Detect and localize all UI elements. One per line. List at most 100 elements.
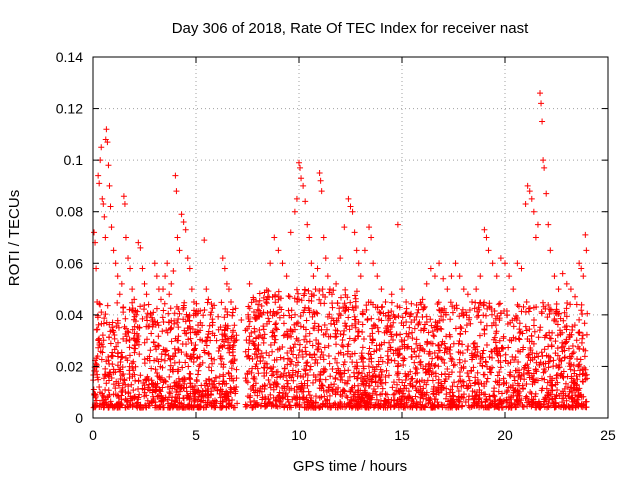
data-point [243,377,250,384]
data-point [95,336,102,343]
data-point [349,304,356,311]
data-point [443,385,450,392]
data-point [487,365,494,372]
data-point [408,319,415,326]
data-point [369,339,376,346]
data-point [569,343,576,350]
y-axis-title: ROTI / TECUs [6,190,23,286]
data-point [340,387,347,394]
data-point [465,382,472,389]
data-point [403,395,410,402]
data-point [285,369,292,376]
data-point [98,309,105,316]
data-point [211,356,218,363]
data-point [382,374,389,381]
data-point [218,361,225,368]
data-point [453,305,460,312]
data-point [95,344,102,351]
data-point [166,389,173,396]
y-tick-label: 0.08 [56,204,83,220]
data-point [429,328,436,335]
data-point [526,326,533,333]
data-point [115,382,122,389]
data-point [202,338,209,345]
data-point [480,302,487,309]
data-point [285,307,292,314]
data-point [436,307,443,314]
data-point [506,273,513,280]
data-point [120,193,127,200]
data-point [176,247,183,254]
data-point [549,395,556,402]
data-point [567,384,574,391]
data-point [227,389,234,396]
data-point [432,370,439,377]
data-point [413,353,420,360]
data-point [307,366,314,373]
data-point [398,336,405,343]
data-point [441,360,448,367]
data-point [351,382,358,389]
data-point [332,355,339,362]
data-point [293,320,300,327]
data-point [472,374,479,381]
data-point [394,381,401,388]
data-point [459,350,466,357]
data-point [412,385,419,392]
data-point [267,260,274,267]
data-point [352,298,359,305]
data-point [291,321,298,328]
data-point [492,378,499,385]
data-point [547,354,554,361]
data-point [384,404,391,411]
data-point [438,371,445,378]
data-point [455,387,462,394]
data-point [502,351,509,358]
data-point [349,208,356,215]
data-point [566,353,573,360]
data-point [174,319,181,326]
x-tick-label: 25 [600,427,616,443]
data-point [230,360,237,367]
data-point [405,388,412,395]
data-point [581,320,588,327]
data-point [520,365,527,372]
data-point [569,398,576,405]
data-point [218,404,225,411]
data-point [312,286,319,293]
data-point [242,327,249,334]
data-point [315,345,322,352]
data-point [547,335,554,342]
data-point [370,322,377,329]
data-point [529,402,536,409]
data-point [307,363,314,370]
data-point [532,366,539,373]
data-point [283,377,290,384]
data-point [418,389,425,396]
data-point [576,392,583,399]
data-point [462,328,469,335]
data-point [246,280,253,287]
data-point [503,389,510,396]
data-point [256,290,263,297]
data-point [208,388,215,395]
data-point [107,328,114,335]
data-point [317,354,324,361]
data-point [137,244,144,251]
data-point [575,401,582,408]
data-point [291,295,298,302]
data-point [270,371,277,378]
data-point [134,399,141,406]
data-point [217,353,224,360]
data-point [321,321,328,328]
data-point [390,391,397,398]
data-point [231,404,238,411]
data-point [328,320,335,327]
data-point [530,317,537,324]
data-point [566,360,573,367]
data-point [408,300,415,307]
data-point [322,376,329,383]
data-point [390,350,397,357]
data-point [204,383,211,390]
data-point [447,316,454,323]
